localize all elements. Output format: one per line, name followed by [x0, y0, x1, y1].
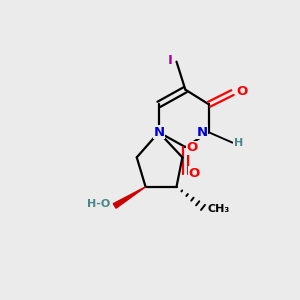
- Text: N: N: [196, 126, 207, 139]
- Text: O: O: [189, 167, 200, 180]
- Text: N: N: [153, 126, 164, 139]
- Text: O: O: [236, 85, 247, 98]
- Text: H-O: H-O: [87, 200, 110, 209]
- Text: I: I: [168, 54, 173, 67]
- Polygon shape: [113, 187, 146, 208]
- Text: O: O: [187, 141, 198, 154]
- Text: CH₃: CH₃: [207, 204, 230, 214]
- Text: H: H: [234, 138, 243, 148]
